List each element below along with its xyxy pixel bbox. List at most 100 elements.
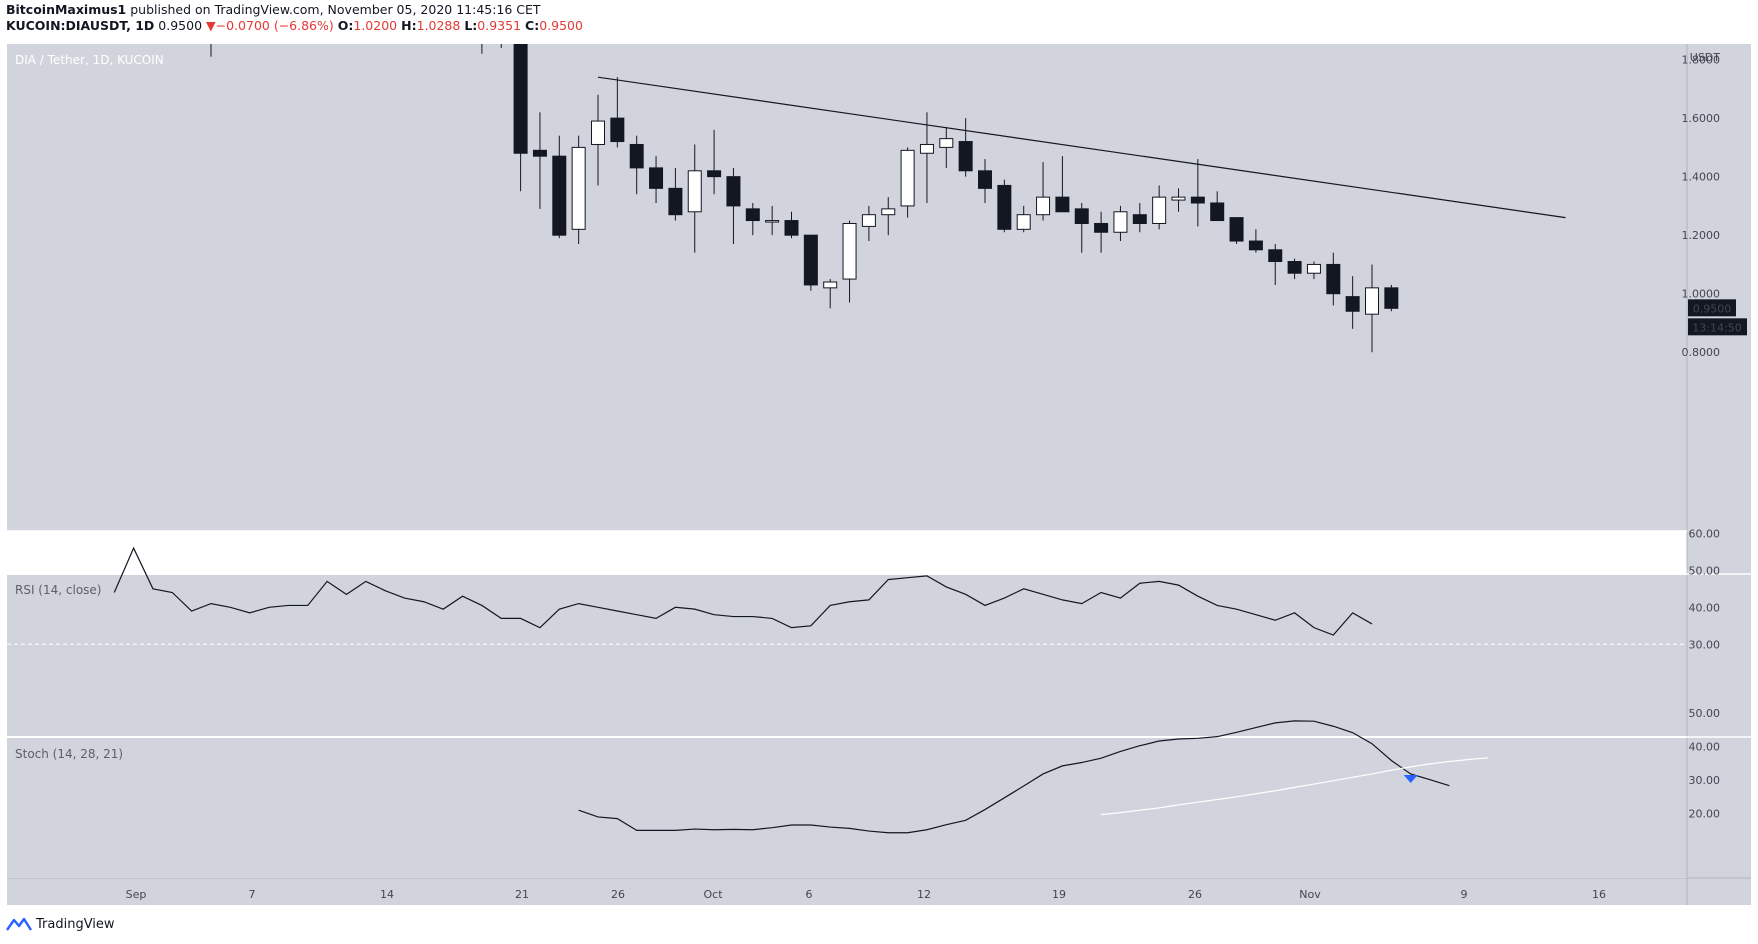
low-value: 0.9351 [477, 18, 522, 33]
bearish-candle [958, 118, 973, 177]
bullish-candle [1365, 264, 1379, 353]
bearish-candle [668, 167, 683, 221]
bullish-candle [823, 279, 838, 309]
price-tick-label: 0.8000 [1682, 346, 1721, 359]
candle-body [803, 234, 818, 286]
candle-body [1113, 211, 1128, 233]
bullish-candle [939, 126, 954, 168]
stoch-title: Stoch (14, 28, 21) [15, 747, 123, 761]
rsi-line [113, 546, 1373, 636]
candle-body [1094, 222, 1109, 233]
candle-body [513, 44, 528, 154]
bearish-candle [1248, 229, 1263, 253]
candle-body [1152, 196, 1167, 224]
candle-body [1229, 217, 1244, 242]
time-tick-label: Sep [126, 888, 147, 901]
bearish-candle [1210, 191, 1225, 222]
candle-body [532, 149, 547, 157]
countdown-label: 13:14:50 [1692, 321, 1741, 334]
open-label: O: [337, 18, 354, 33]
candle-body [1326, 263, 1341, 295]
candle-body [1210, 202, 1225, 222]
bearish-candle [1094, 211, 1109, 253]
time-tick-label: 26 [1188, 888, 1202, 901]
time-tick-label: 19 [1052, 888, 1066, 901]
time-tick-label: 12 [917, 888, 931, 901]
bullish-candle [861, 205, 876, 242]
bearish-candle [513, 44, 528, 192]
rsi-tick-label: 30.00 [1689, 638, 1721, 651]
stoch-tick-label: 20.00 [1689, 808, 1721, 821]
candle-body [1171, 196, 1186, 201]
bearish-candle [1326, 252, 1341, 306]
candle-body [978, 170, 992, 189]
high-label: H: [401, 18, 417, 33]
tradingview-brand: TradingView [36, 916, 115, 932]
bearish-candle [1055, 156, 1070, 213]
bearish-candle [243, 0, 256, 42]
bearish-candle [784, 211, 799, 239]
descending-trendline [597, 76, 1566, 219]
time-tick-label: 26 [611, 888, 625, 901]
candle-body [745, 208, 760, 222]
candle-body [1345, 296, 1360, 312]
time-tick-label: 7 [249, 888, 256, 901]
bullish-candle [1016, 205, 1031, 233]
bearish-candle [745, 202, 760, 236]
price-tick-label: 1.6000 [1682, 112, 1721, 125]
candle-body [900, 149, 915, 207]
bearish-candle [532, 112, 547, 209]
price-axis-bar [1687, 44, 1751, 905]
bearish-candle [1268, 243, 1283, 285]
candle-body [1016, 214, 1031, 230]
bearish-candle [1384, 284, 1399, 312]
open-value: 1.0200 [353, 18, 398, 33]
candle-body [842, 222, 857, 280]
price-tick-label: 1.8000 [1682, 54, 1721, 67]
last-price-label: 0.9500 [1693, 302, 1732, 315]
bullish-candle [571, 135, 586, 244]
candle-body [1036, 196, 1051, 216]
bullish-candle [881, 197, 896, 236]
tradingview-footer[interactable]: TradingView [6, 916, 115, 932]
high-value: 1.0288 [416, 18, 461, 33]
time-tick-label: 14 [380, 888, 394, 901]
rsi-tick-label: 40.00 [1689, 601, 1721, 614]
bearish-candle [707, 129, 722, 195]
candle-body [1384, 287, 1399, 309]
candles-group [210, 0, 1399, 353]
candle-body [1132, 214, 1147, 224]
stoch-k-line [578, 720, 1450, 834]
bullish-candle [842, 220, 857, 303]
candle-body [591, 120, 605, 145]
tradingview-logo-icon [6, 917, 32, 931]
candle-body [1365, 287, 1379, 315]
close-label: C: [525, 18, 540, 33]
candle-body [861, 214, 876, 227]
candle-body [1074, 208, 1089, 224]
rsi-title: RSI (14, close) [15, 583, 101, 597]
last-price-tag [1688, 299, 1736, 317]
bullish-candle [765, 205, 780, 236]
currency-label: USDT [1690, 51, 1721, 64]
bullish-candle [224, 0, 237, 33]
bullish-candle [919, 112, 934, 203]
bullish-candle [321, 0, 334, 4]
price-change: −0.0700 (−6.86%) [215, 18, 334, 33]
close-value: 0.9500 [539, 18, 583, 33]
publish-line: BitcoinMaximus1 published on TradingView… [6, 2, 583, 18]
candle-body [823, 281, 838, 289]
bullish-candle [900, 147, 915, 218]
bearish-candle [1132, 202, 1147, 233]
candle-body [881, 208, 896, 216]
price-tick-label: 1.0000 [1682, 288, 1721, 301]
author-name[interactable]: BitcoinMaximus1 [6, 2, 127, 17]
low-label: L: [464, 18, 478, 33]
bullish-candle [282, 0, 295, 30]
price-tick-label: 1.4000 [1682, 171, 1721, 184]
bullish-candle [1171, 188, 1186, 212]
time-tick-label: 21 [515, 888, 529, 901]
bearish-candle [1074, 202, 1089, 253]
candle-body [726, 176, 741, 207]
